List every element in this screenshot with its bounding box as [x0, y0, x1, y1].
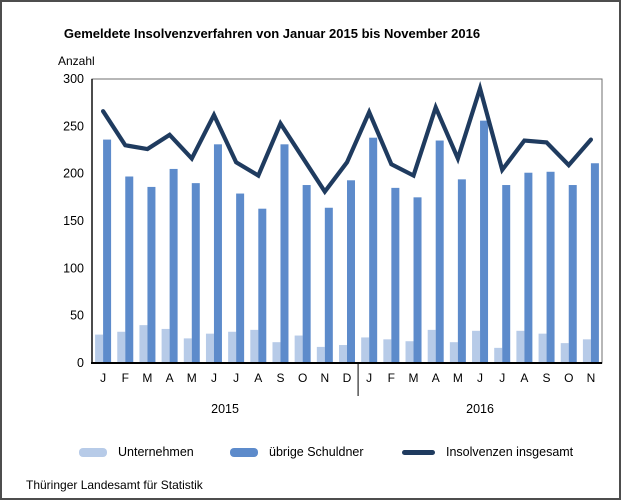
month-label: S: [276, 371, 284, 385]
bar-uebrige-schuldner: [347, 180, 355, 363]
legend-label: Insolvenzen insgesamt: [446, 445, 574, 459]
month-label: A: [166, 371, 174, 385]
bar-uebrige-schuldner: [546, 171, 555, 363]
bar-uebrige-schuldner: [369, 137, 378, 363]
bar-uebrige-schuldner: [125, 176, 134, 363]
month-label: O: [564, 371, 573, 385]
legend-item-unternehmen: Unternehmen: [79, 443, 194, 461]
y-tick-label: 300: [63, 72, 84, 86]
bar-unternehmen: [205, 333, 214, 363]
month-label: J: [477, 371, 483, 385]
bar-unternehmen: [161, 328, 170, 363]
month-label: N: [320, 371, 329, 385]
y-tick-label: 200: [63, 167, 84, 181]
bar-unternehmen: [117, 331, 126, 363]
bar-uebrige-schuldner: [258, 208, 267, 363]
bar-uebrige-schuldner: [413, 197, 422, 363]
insgesamt-line: [100, 81, 594, 196]
month-label: F: [388, 371, 395, 385]
month-label: J: [233, 371, 239, 385]
bar-uebrige-schuldner: [457, 179, 466, 363]
bar-uebrige-schuldner: [103, 139, 112, 363]
bar-unternehmen: [294, 335, 303, 363]
month-label: S: [543, 371, 551, 385]
legend-label: Unternehmen: [118, 445, 194, 459]
insgesamt-line-swatch-icon: [402, 449, 435, 455]
bar-unternehmen: [361, 337, 370, 363]
bar-unternehmen: [405, 341, 414, 363]
bar-uebrige-schuldner: [524, 172, 533, 363]
bar-unternehmen: [250, 329, 259, 363]
bar-uebrige-schuldner: [302, 185, 311, 363]
chart-legend: Unternehmen übrige Schuldner Insolvenzen…: [2, 443, 619, 463]
y-tick-label: 100: [63, 261, 84, 275]
month-label: O: [298, 371, 307, 385]
bar-uebrige-schuldner: [236, 193, 245, 363]
month-label: M: [187, 371, 197, 385]
bar-unternehmen: [316, 346, 325, 363]
bar-uebrige-schuldner: [147, 186, 156, 363]
month-label: F: [122, 371, 129, 385]
source-note: Thüringer Landesamt für Statistik: [26, 478, 203, 492]
chart-title: Gemeldete Insolvenzverfahren von Januar …: [63, 26, 481, 41]
month-label: N: [587, 371, 596, 385]
month-label: M: [409, 371, 419, 385]
bar-unternehmen: [582, 339, 591, 363]
bar-uebrige-schuldner: [169, 168, 178, 363]
bar-unternehmen: [472, 330, 481, 363]
y-tick-label: 150: [63, 214, 84, 228]
bar-unternehmen: [339, 345, 347, 363]
month-label: J: [100, 371, 106, 385]
bar-uebrige-schuldner: [324, 207, 333, 363]
bar-unternehmen: [139, 325, 148, 363]
bar-uebrige-schuldner: [280, 144, 289, 363]
bar-uebrige-schuldner: [502, 185, 511, 363]
bar-uebrige-schuldner: [391, 187, 400, 363]
bar-uebrige-schuldner: [191, 183, 200, 363]
month-label: A: [254, 371, 262, 385]
bar-unternehmen: [494, 347, 503, 363]
bar-unternehmen: [383, 339, 392, 363]
bar-uebrige-schuldner: [480, 120, 489, 363]
y-tick-label: 250: [63, 119, 84, 133]
month-label: D: [343, 371, 352, 385]
y-axis-title: Anzahl: [58, 54, 95, 68]
month-label: J: [499, 371, 505, 385]
legend-item-insgesamt: Insolvenzen insgesamt: [402, 443, 573, 461]
month-label: A: [520, 371, 528, 385]
month-label: M: [453, 371, 463, 385]
bar-unternehmen: [516, 330, 525, 363]
year-label: 2015: [211, 402, 239, 416]
month-label: M: [142, 371, 152, 385]
year-label: 2016: [466, 402, 494, 416]
bar-uebrige-schuldner: [435, 140, 444, 363]
bar-uebrige-schuldner: [590, 163, 599, 363]
y-tick-label: 50: [70, 309, 84, 323]
bar-unternehmen: [183, 338, 192, 363]
bar-unternehmen: [95, 334, 104, 363]
bar-uebrige-schuldner: [213, 144, 222, 363]
bar-unternehmen: [538, 333, 547, 363]
bar-unternehmen: [228, 331, 237, 363]
bar-unternehmen: [560, 343, 569, 363]
legend-label: übrige Schuldner: [269, 445, 364, 459]
bar-unternehmen: [449, 342, 458, 363]
legend-item-uebrige-schuldner: übrige Schuldner: [230, 443, 364, 461]
unternehmen-swatch-icon: [79, 447, 107, 457]
bar-unternehmen: [272, 342, 281, 363]
month-label: J: [211, 371, 217, 385]
bar-unternehmen: [427, 329, 436, 363]
bar-uebrige-schuldner: [568, 185, 577, 363]
month-label: A: [432, 371, 440, 385]
month-label: J: [366, 371, 372, 385]
uebrige-schuldner-swatch-icon: [230, 447, 258, 457]
y-tick-label: 0: [77, 356, 84, 370]
